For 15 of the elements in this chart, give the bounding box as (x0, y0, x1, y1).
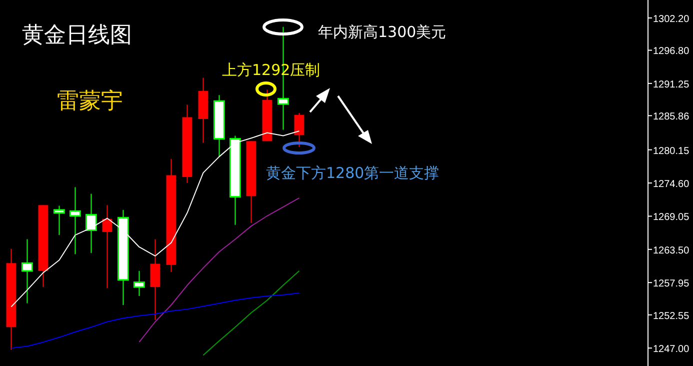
ytick: 1302.20 (653, 14, 690, 25)
ytick: 1280.15 (653, 146, 690, 157)
ytick: 1296.80 (653, 46, 690, 58)
ytick: 1247.00 (653, 344, 690, 356)
ytick: 1269.05 (653, 212, 690, 224)
ytick: 1263.50 (653, 245, 690, 256)
ytick: 1285.86 (653, 112, 690, 123)
ytick: 1252.55 (653, 310, 690, 322)
ytick: 1274.60 (653, 179, 690, 190)
text: 黄金日线图 (22, 23, 132, 48)
annotation: 黄金下方1280第一道支撑 (266, 164, 440, 182)
annotation: 雷蒙宇 (57, 89, 123, 114)
ytick: 1257.95 (653, 278, 690, 290)
ytick: 1291.25 (653, 79, 690, 90)
annotation: 年内新高1300美元 (318, 23, 446, 41)
